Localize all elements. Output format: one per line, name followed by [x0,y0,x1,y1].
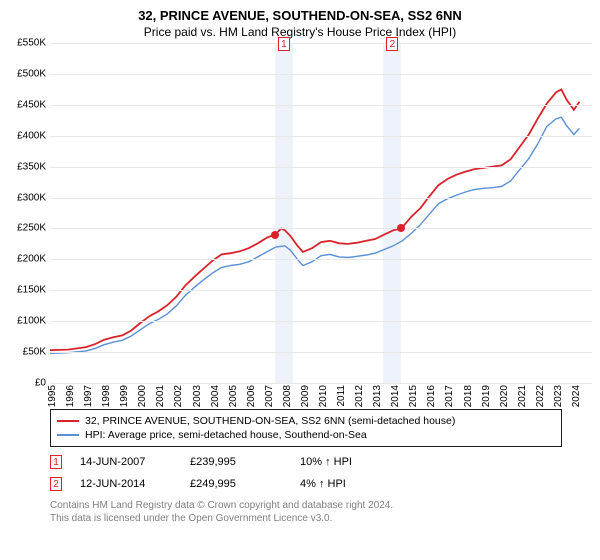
event-row: 1 14-JUN-2007 £239,995 10% ↑ HPI [50,451,590,473]
series-line [50,117,579,353]
x-tick-label: 2021 [517,385,528,407]
x-tick-label: 2018 [463,385,474,407]
legend-row: HPI: Average price, semi-detached house,… [57,428,555,442]
y-tick-label: £200K [17,254,46,265]
x-tick-label: 2005 [228,385,239,407]
chart-title: 32, PRINCE AVENUE, SOUTHEND-ON-SEA, SS2 … [0,0,600,23]
event-price: £239,995 [190,456,282,468]
x-tick-label: 1995 [47,385,58,407]
x-tick-label: 2023 [553,385,564,407]
x-tick-label: 2003 [192,385,203,407]
y-tick-label: £100K [17,316,46,327]
x-tick-label: 2019 [481,385,492,407]
gridline-h [50,136,592,137]
x-tick-label: 1998 [101,385,112,407]
x-tick-label: 2012 [354,385,365,407]
x-tick-label: 2007 [264,385,275,407]
legend-swatch [57,434,79,436]
event-dot [271,231,279,239]
gridline-h [50,352,592,353]
y-tick-label: £0 [35,378,46,389]
legend-swatch [57,420,79,422]
event-number-box: 1 [50,455,62,469]
chart-container: 32, PRINCE AVENUE, SOUTHEND-ON-SEA, SS2 … [0,0,600,560]
x-tick-label: 2011 [336,385,347,407]
y-tick-label: £300K [17,192,46,203]
event-pct: 10% ↑ HPI [300,456,392,468]
x-tick-label: 2009 [300,385,311,407]
legend-label: 32, PRINCE AVENUE, SOUTHEND-ON-SEA, SS2 … [85,415,455,427]
plot-area: £0£50K£100K£150K£200K£250K£300K£350K£400… [50,43,592,383]
y-tick-label: £350K [17,161,46,172]
x-tick-label: 2004 [210,385,221,407]
x-tick-label: 2020 [499,385,510,407]
x-tick-label: 1999 [119,385,130,407]
x-tick-label: 2010 [318,385,329,407]
event-date: 14-JUN-2007 [80,456,172,468]
gridline-h [50,321,592,322]
footer-attribution: Contains HM Land Registry data © Crown c… [50,499,590,525]
x-tick-label: 2014 [390,385,401,407]
y-tick-label: £550K [17,38,46,49]
gridline-h [50,259,592,260]
event-row: 2 12-JUN-2014 £249,995 4% ↑ HPI [50,473,590,495]
footer-line-2: This data is licensed under the Open Gov… [50,512,590,525]
gridline-h [50,167,592,168]
event-number-box: 2 [50,477,62,491]
event-pct: 4% ↑ HPI [300,478,392,490]
chart-area: £0£50K£100K£150K£200K£250K£300K£350K£400… [50,43,592,403]
x-tick-label: 2024 [571,385,582,407]
y-tick-label: £50K [23,347,46,358]
x-tick-label: 1997 [83,385,94,407]
x-tick-label: 2015 [408,385,419,407]
gridline-h [50,198,592,199]
y-tick-label: £400K [17,130,46,141]
x-tick-label: 2013 [372,385,383,407]
event-marker: 2 [386,37,398,51]
x-tick-label: 2017 [444,385,455,407]
gridline-h [50,105,592,106]
legend-box: 32, PRINCE AVENUE, SOUTHEND-ON-SEA, SS2 … [50,409,562,447]
y-tick-label: £500K [17,68,46,79]
events-list: 1 14-JUN-2007 £239,995 10% ↑ HPI 2 12-JUN-201… [50,451,590,495]
event-dot [397,224,405,232]
series-line [50,89,579,350]
x-tick-label: 2006 [246,385,257,407]
x-tick-label: 1996 [65,385,76,407]
y-tick-label: £450K [17,99,46,110]
legend-row: 32, PRINCE AVENUE, SOUTHEND-ON-SEA, SS2 … [57,414,555,428]
x-tick-label: 2016 [426,385,437,407]
x-tick-label: 2001 [155,385,166,407]
x-axis: 1995199619971998199920002001200220032004… [50,383,592,403]
x-tick-label: 2002 [173,385,184,407]
event-price: £249,995 [190,478,282,490]
line-series-svg [50,43,592,383]
legend-label: HPI: Average price, semi-detached house,… [85,429,367,441]
x-tick-label: 2022 [535,385,546,407]
y-tick-label: £150K [17,285,46,296]
chart-subtitle: Price paid vs. HM Land Registry's House … [0,23,600,43]
gridline-h [50,228,592,229]
event-marker: 1 [278,37,290,51]
x-tick-label: 2008 [282,385,293,407]
gridline-h [50,290,592,291]
x-tick-label: 2000 [137,385,148,407]
y-tick-label: £250K [17,223,46,234]
footer-line-1: Contains HM Land Registry data © Crown c… [50,499,590,512]
gridline-h [50,43,592,44]
gridline-h [50,74,592,75]
event-date: 12-JUN-2014 [80,478,172,490]
